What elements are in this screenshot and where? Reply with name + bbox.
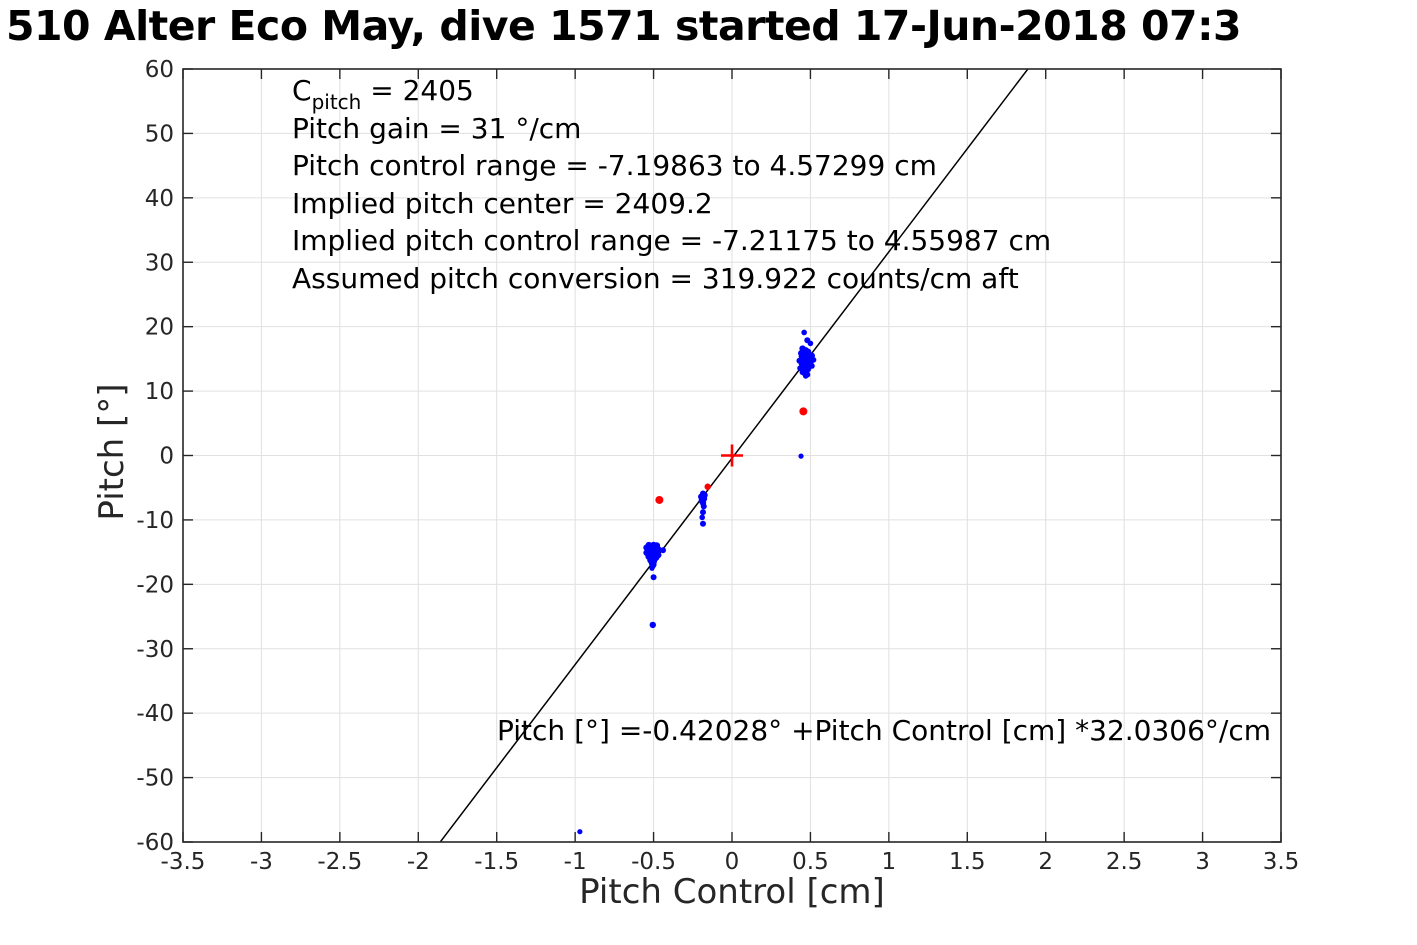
data-point xyxy=(799,407,808,416)
x-tick-label: 3 xyxy=(1195,849,1210,875)
y-tick-label: -30 xyxy=(136,637,174,663)
data-point xyxy=(704,483,711,490)
y-tick-label: 20 xyxy=(145,315,174,341)
annotation-implied-pitch-center: Implied pitch center = 2409.2 xyxy=(292,186,713,220)
x-tick-labels: -3.5 -3 -2.5 -2 -1.5 -1 -0.5 0 0.5 1 1.5 2 2.5 3 3.5 xyxy=(161,849,1300,875)
y-tick-label: -40 xyxy=(136,701,174,727)
y-tick-label: -50 xyxy=(136,766,174,792)
data-point xyxy=(649,621,656,629)
x-axis-label: Pitch Control [cm] xyxy=(579,872,885,912)
y-tick-labels: 60 50 40 30 20 10 0 -10 -20 -30 -40 -50 -60 xyxy=(136,57,174,856)
x-tick-label: 0.5 xyxy=(792,849,829,875)
annotation-pitch-gain: Pitch gain = 31 °/cm xyxy=(292,111,582,145)
series-origin-marker-red-plus xyxy=(721,444,743,467)
x-tick-label: -2 xyxy=(407,849,430,875)
c-pitch-subscript: pitch xyxy=(311,90,362,114)
data-point-plus xyxy=(721,444,743,467)
y-axis-label: Pitch [°] xyxy=(92,383,132,521)
x-tick-label: -1 xyxy=(564,849,587,875)
x-tick-label: -2.5 xyxy=(317,849,362,875)
y-tick-label: 40 xyxy=(145,186,174,212)
figure-title: 510 Alter Eco May, dive 1571 started 17-… xyxy=(6,2,1242,50)
data-point xyxy=(801,329,807,336)
data-point xyxy=(798,453,804,459)
fit-equation-text: Pitch [°] =-0.42028° +Pitch Control [cm]… xyxy=(497,714,1272,747)
y-tick-label: -60 xyxy=(136,830,174,856)
x-tick-label: 1 xyxy=(882,849,897,875)
x-tick-label: -1.5 xyxy=(474,849,519,875)
annotation-c-pitch: Cpitch = 2405 xyxy=(292,72,1051,114)
data-point xyxy=(577,829,583,835)
x-tick-label: 2.5 xyxy=(1106,849,1143,875)
c-pitch-value: = 2405 xyxy=(361,74,474,107)
y-tick-label: 10 xyxy=(145,379,174,405)
data-point xyxy=(649,565,655,571)
x-tick-label: -3 xyxy=(250,849,273,875)
data-point xyxy=(699,509,706,516)
annotation-implied-pitch-control-range: Implied pitch control range = -7.21175 t… xyxy=(292,224,1052,257)
y-tick-label: 60 xyxy=(145,57,174,83)
data-point xyxy=(659,547,666,554)
x-tick-label: 1.5 xyxy=(949,849,986,875)
annotation-assumed-pitch-conversion: Assumed pitch conversion = 319.922 count… xyxy=(292,261,1019,295)
x-tick-label: 3.5 xyxy=(1263,849,1300,875)
data-point xyxy=(650,574,657,581)
data-point xyxy=(807,340,814,347)
tick-marks xyxy=(182,68,1282,843)
calibration-annotation-block: Cpitch = 2405 Pitch gain = 31 °/cm Pitch… xyxy=(292,72,1051,297)
y-tick-label: 0 xyxy=(159,444,174,470)
series-pitch-flagged-red xyxy=(655,407,808,504)
x-tick-label: 2 xyxy=(1038,849,1053,875)
data-point xyxy=(700,503,707,510)
x-tick-label: -3.5 xyxy=(161,849,206,875)
series-pitch-observations-blue xyxy=(577,329,817,835)
y-tick-label: 50 xyxy=(145,121,174,147)
x-tick-label: 0 xyxy=(725,849,740,875)
y-tick-label: -10 xyxy=(136,508,174,534)
c-pitch-base: C xyxy=(292,74,312,107)
annotation-pitch-control-range: Pitch control range = -7.19863 to 4.5729… xyxy=(292,149,937,182)
data-point xyxy=(699,520,706,527)
data-point xyxy=(699,514,705,521)
x-tick-label: -0.5 xyxy=(631,849,676,875)
y-tick-label: -20 xyxy=(136,572,174,598)
y-tick-label: 30 xyxy=(145,250,174,276)
data-point xyxy=(655,495,664,504)
data-point xyxy=(802,373,809,379)
